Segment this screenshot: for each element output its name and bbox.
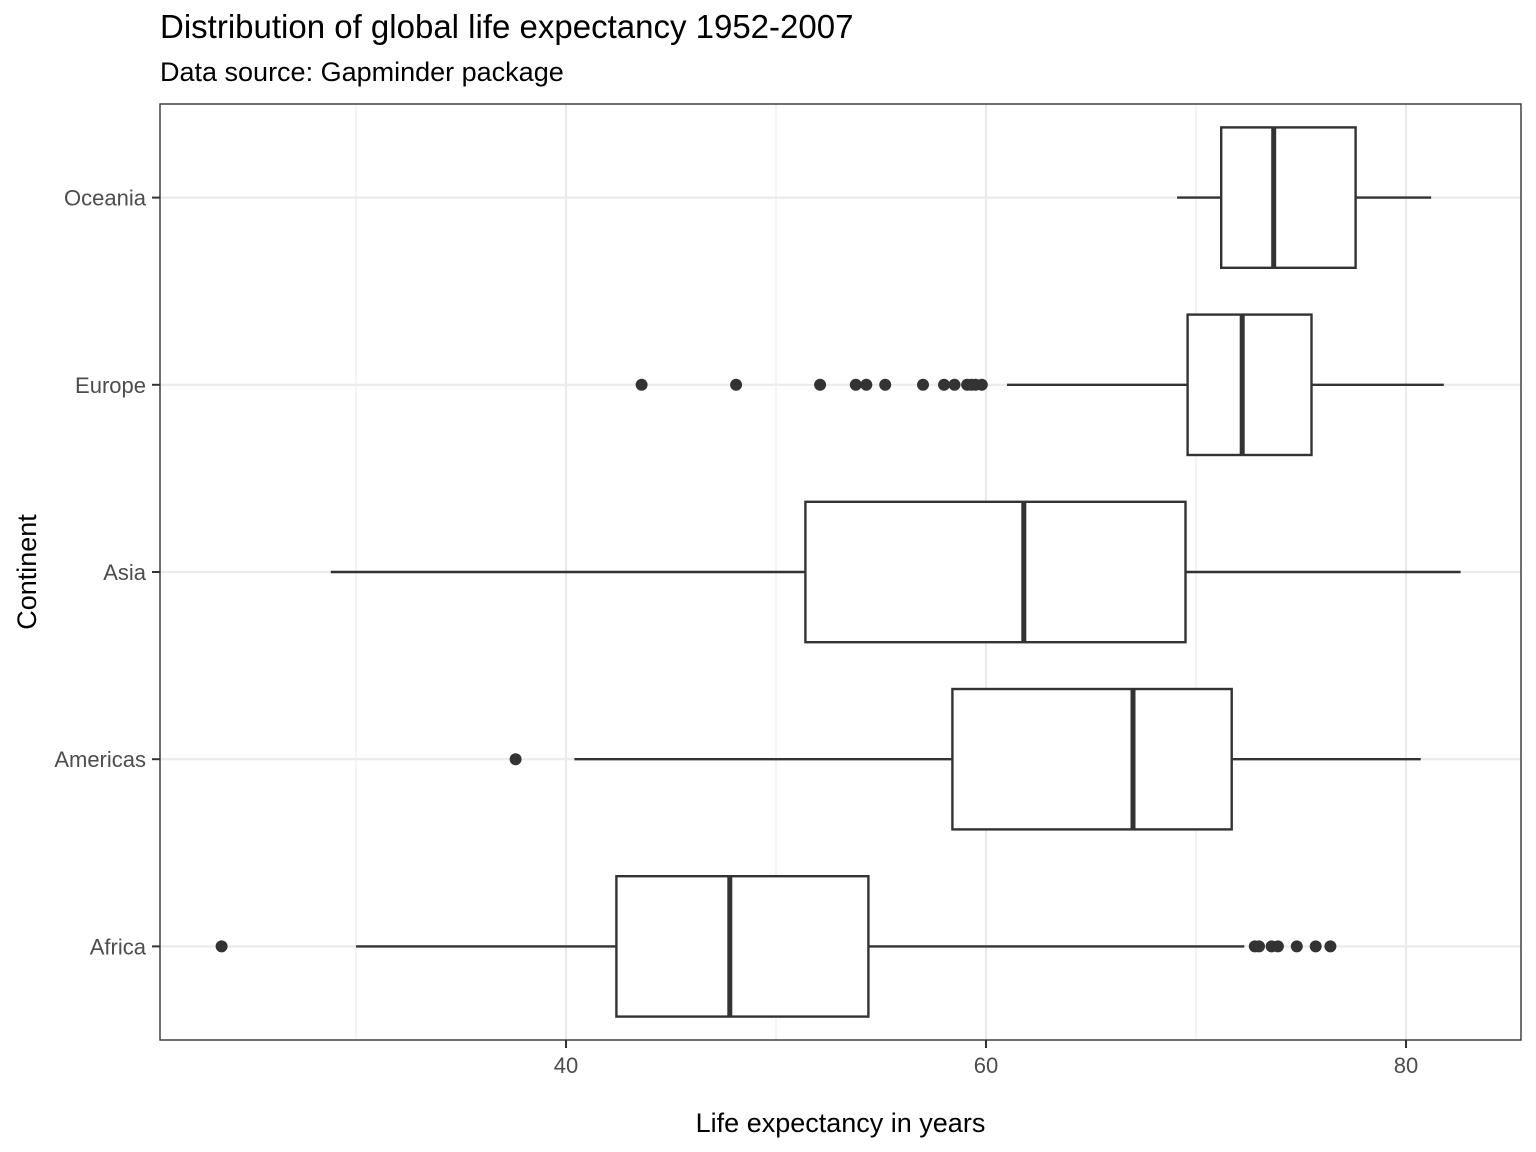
- y-tick-label: Asia: [103, 560, 147, 585]
- outlier-point: [1271, 940, 1284, 953]
- outlier-point: [635, 378, 648, 391]
- y-tick-label: Europe: [75, 373, 146, 398]
- x-axis-label: Life expectancy in years: [696, 1108, 986, 1138]
- y-tick-label: Oceania: [64, 186, 147, 211]
- box-oceania: [1219, 126, 1357, 269]
- outlier-point: [879, 378, 892, 391]
- box-asia: [804, 500, 1187, 644]
- outlier-point: [509, 753, 522, 766]
- y-axis-label: Continent: [12, 514, 42, 630]
- box-americas: [951, 687, 1233, 831]
- x-tick-label: 80: [1394, 1053, 1418, 1078]
- x-tick-label: 40: [554, 1053, 578, 1078]
- chart-subtitle: Data source: Gapminder package: [160, 57, 564, 87]
- outlier-point: [917, 378, 929, 391]
- box-africa: [615, 875, 870, 1018]
- x-tick-label: 60: [974, 1053, 998, 1078]
- outlier-point: [730, 378, 743, 391]
- outlier-point: [215, 940, 228, 953]
- outlier-point: [1290, 940, 1303, 953]
- outlier-point: [1253, 940, 1265, 953]
- outlier-point: [975, 378, 988, 391]
- y-tick-label: Africa: [90, 934, 147, 959]
- chart-title: Distribution of global life expectancy 1…: [160, 8, 854, 45]
- outlier-point: [860, 378, 873, 391]
- outlier-point: [1309, 940, 1322, 953]
- outlier-point: [948, 378, 961, 391]
- outlier-point: [849, 378, 862, 391]
- outlier-point: [938, 378, 950, 391]
- outlier-point: [1324, 940, 1337, 953]
- box-europe: [1186, 313, 1313, 457]
- y-tick-label: Americas: [54, 747, 146, 772]
- outlier-point: [814, 378, 827, 391]
